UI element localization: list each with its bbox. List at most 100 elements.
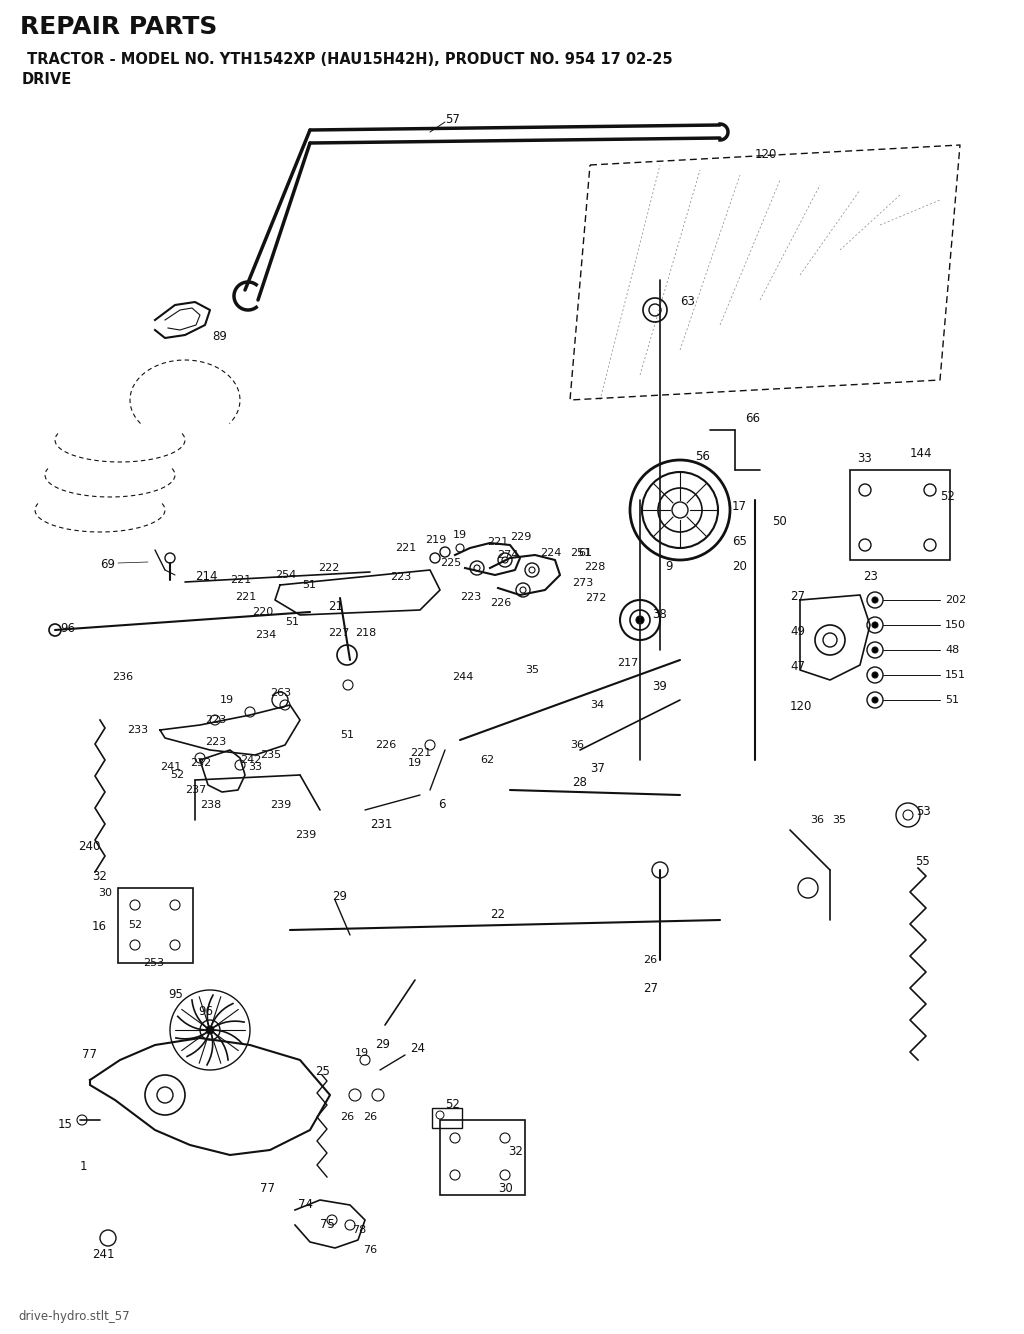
Text: 33: 33 <box>248 762 262 772</box>
Text: 237: 237 <box>185 784 206 795</box>
Circle shape <box>872 696 878 703</box>
Text: 242: 242 <box>240 755 261 764</box>
Text: 34: 34 <box>590 700 604 710</box>
Text: 28: 28 <box>572 776 587 788</box>
Text: 19: 19 <box>355 1049 369 1058</box>
Text: 15: 15 <box>58 1118 73 1131</box>
Text: 53: 53 <box>916 804 931 818</box>
Text: 244: 244 <box>452 672 473 682</box>
Text: TRACTOR - MODEL NO. YTH1542XP (HAU15H42H), PRODUCT NO. 954 17 02-25: TRACTOR - MODEL NO. YTH1542XP (HAU15H42H… <box>22 52 673 67</box>
Text: 120: 120 <box>790 700 812 712</box>
Text: 36: 36 <box>810 815 824 824</box>
Text: 57: 57 <box>445 113 460 125</box>
Text: 223: 223 <box>205 715 226 724</box>
Text: 19: 19 <box>408 758 422 768</box>
Text: 19: 19 <box>453 530 467 540</box>
Text: 52: 52 <box>940 490 954 503</box>
Text: 89: 89 <box>212 329 227 343</box>
Text: 235: 235 <box>260 750 282 760</box>
Text: 223: 223 <box>205 736 226 747</box>
Text: 33: 33 <box>857 452 871 466</box>
Text: 239: 239 <box>295 830 316 840</box>
Text: 144: 144 <box>910 447 933 460</box>
Text: 272: 272 <box>585 594 606 603</box>
Text: 36: 36 <box>570 740 584 750</box>
Bar <box>440 1121 525 1195</box>
Text: 254: 254 <box>275 570 296 580</box>
Text: 51: 51 <box>945 695 959 704</box>
Text: 9: 9 <box>665 560 673 574</box>
Text: 221: 221 <box>395 543 416 554</box>
Text: 229: 229 <box>510 532 531 542</box>
Text: 221: 221 <box>234 592 256 602</box>
Text: 35: 35 <box>525 666 539 675</box>
Text: 218: 218 <box>355 628 376 638</box>
Text: 202: 202 <box>945 595 967 606</box>
Text: 241: 241 <box>160 762 181 772</box>
Text: 62: 62 <box>480 755 495 764</box>
Text: 50: 50 <box>772 515 786 528</box>
Text: 23: 23 <box>863 570 878 583</box>
Text: 20: 20 <box>732 560 746 574</box>
Text: 241: 241 <box>92 1249 115 1261</box>
Text: 120: 120 <box>755 148 777 161</box>
Text: 219: 219 <box>425 535 446 546</box>
Text: 227: 227 <box>328 628 349 638</box>
Text: 39: 39 <box>652 680 667 692</box>
Text: 96: 96 <box>198 1005 213 1018</box>
Text: 24: 24 <box>410 1042 425 1055</box>
Text: 75: 75 <box>319 1218 335 1231</box>
Text: 226: 226 <box>375 740 396 750</box>
Text: 238: 238 <box>200 800 221 810</box>
Text: 214: 214 <box>195 570 217 583</box>
Text: 30: 30 <box>498 1182 513 1195</box>
Text: 253: 253 <box>143 958 164 968</box>
Text: 27: 27 <box>643 982 658 995</box>
Text: 220: 220 <box>252 607 273 618</box>
Text: 251: 251 <box>570 548 591 558</box>
Text: 26: 26 <box>362 1113 377 1122</box>
Text: 27: 27 <box>790 590 805 603</box>
Text: DRIVE: DRIVE <box>22 72 73 87</box>
Text: 51: 51 <box>302 580 316 590</box>
Text: 49: 49 <box>790 626 805 638</box>
Text: drive-hydro.stlt_57: drive-hydro.stlt_57 <box>18 1310 130 1323</box>
Circle shape <box>206 1026 214 1034</box>
Bar <box>118 888 193 963</box>
Text: 55: 55 <box>915 855 930 868</box>
Text: 225: 225 <box>440 558 461 568</box>
Text: 150: 150 <box>945 620 966 630</box>
Text: 221: 221 <box>230 575 251 586</box>
Text: 32: 32 <box>92 870 106 883</box>
Text: 17: 17 <box>732 500 746 514</box>
Text: 274: 274 <box>497 550 518 560</box>
Text: 29: 29 <box>332 890 347 903</box>
Text: 51: 51 <box>340 730 354 740</box>
Text: 51: 51 <box>285 618 299 627</box>
Circle shape <box>872 598 878 603</box>
Text: 66: 66 <box>745 412 760 426</box>
Text: 231: 231 <box>370 818 392 831</box>
Text: 30: 30 <box>98 888 112 898</box>
Circle shape <box>872 672 878 678</box>
Text: 52: 52 <box>445 1098 460 1111</box>
Text: 78: 78 <box>352 1225 367 1235</box>
Text: 63: 63 <box>680 295 695 308</box>
Text: 232: 232 <box>190 758 211 768</box>
Text: 236: 236 <box>112 672 133 682</box>
Text: 217: 217 <box>617 658 638 668</box>
Text: 239: 239 <box>270 800 291 810</box>
Text: 263: 263 <box>270 688 291 698</box>
Text: 234: 234 <box>255 630 276 640</box>
Text: 26: 26 <box>340 1113 354 1122</box>
Text: 223: 223 <box>460 592 481 602</box>
Text: 223: 223 <box>390 572 412 582</box>
Text: 52: 52 <box>128 920 142 930</box>
Text: 1: 1 <box>80 1161 87 1173</box>
Text: 21: 21 <box>328 600 343 614</box>
Text: 6: 6 <box>438 798 445 811</box>
Text: 74: 74 <box>298 1198 313 1211</box>
Text: 273: 273 <box>572 578 593 588</box>
Bar <box>850 470 950 560</box>
Text: 65: 65 <box>732 535 746 548</box>
